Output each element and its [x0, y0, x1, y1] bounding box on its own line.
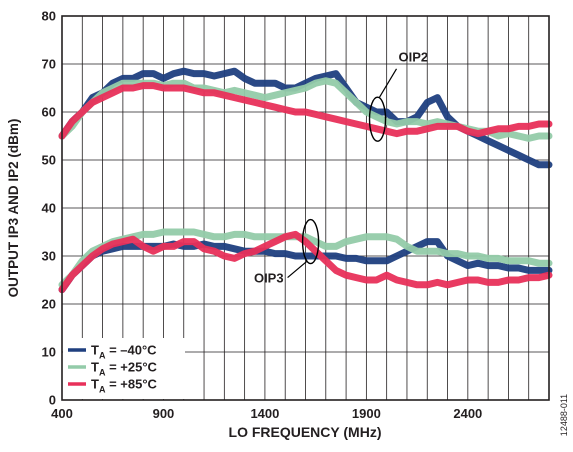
x-tick-label: 2400 — [453, 406, 482, 421]
plot-frame — [61, 15, 550, 401]
y-tick-label: 50 — [42, 153, 56, 168]
oip3-leader — [287, 261, 307, 279]
x-axis-label: LO FREQUENCY (MHz) — [229, 424, 382, 440]
oip2-ellipse — [368, 96, 387, 142]
x-tick-label: 1900 — [352, 406, 381, 421]
x-tick-label: 400 — [51, 406, 73, 421]
oip2-leader — [379, 68, 398, 98]
y-tick-labels: 0 10 20 30 40 50 60 70 80 — [42, 9, 56, 408]
y-tick-label: 10 — [42, 345, 56, 360]
legend-label: TA = +85°C — [91, 377, 158, 395]
oip2-label: OIP2 — [399, 50, 429, 65]
y-tick-label: 0 — [49, 393, 56, 408]
x-tick-label: 900 — [153, 406, 175, 421]
series-line-oip3-1 — [58, 228, 553, 289]
series-layer — [58, 67, 553, 294]
y-axis-label: OUTPUT IP3 AND IP2 (dBm) — [6, 119, 21, 298]
annotations: OIP2 OIP3 — [254, 50, 428, 286]
y-tick-label: 20 — [42, 297, 56, 312]
figure-id: 12488-011 — [559, 394, 569, 436]
y-tick-label: 60 — [42, 105, 56, 120]
oip3-label: OIP3 — [254, 270, 284, 285]
x-tick-label: 1400 — [250, 406, 279, 421]
series-line-oip3-2 — [58, 230, 553, 294]
oip3-ellipse — [301, 218, 320, 265]
legend-label: TA = +25°C — [91, 360, 158, 378]
y-tick-label: 80 — [42, 9, 56, 24]
legend-label: TA = –40°C — [91, 343, 157, 361]
y-tick-label: 40 — [42, 201, 56, 216]
series-line-oip2-2 — [58, 82, 553, 140]
legend: TA = –40°CTA = +25°CTA = +85°C — [63, 338, 185, 399]
x-tick-labels: 400 900 1400 1900 2400 — [51, 406, 482, 421]
y-tick-label: 30 — [42, 249, 56, 264]
y-tick-label: 70 — [42, 57, 56, 72]
